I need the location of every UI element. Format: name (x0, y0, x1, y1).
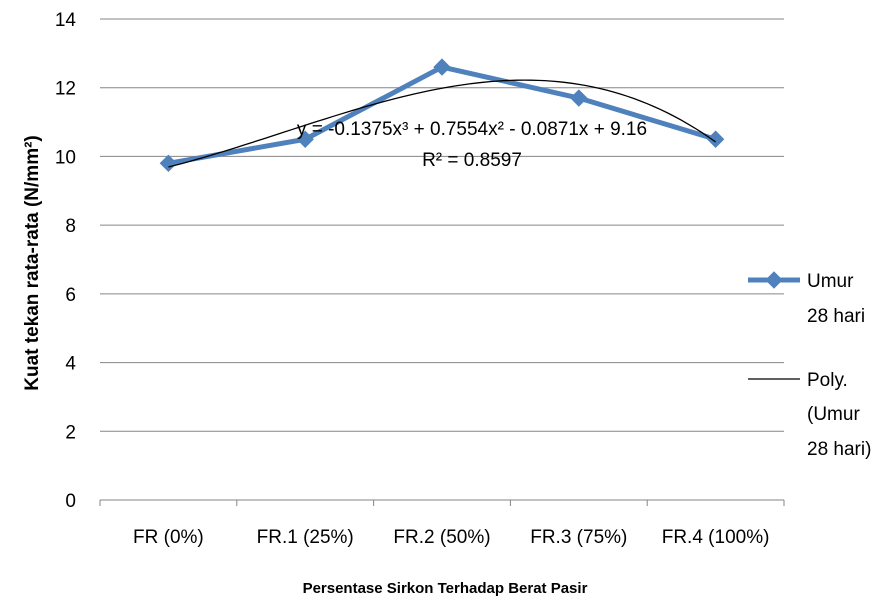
y-tick-label: 14 (55, 10, 77, 31)
x-axis-ticks: FR (0%) FR.1 (25%) FR.2 (50%) FR.3 (75%) FR.… (99, 500, 785, 548)
data-point (159, 154, 178, 173)
x-tick-label: FR.3 (75%) (530, 527, 627, 548)
trendline-curve (168, 79, 716, 168)
x-tick-label: FR (0%) (133, 527, 204, 548)
y-tick-label: 4 (65, 354, 76, 375)
x-tick-label: FR.4 (100%) (662, 527, 770, 548)
series-layer (159, 58, 725, 173)
legend-label-series: Umur (807, 271, 854, 292)
y-axis-label: Kuat tekan rata-rata (N/mm²) (22, 135, 43, 391)
y-tick-label: 2 (65, 422, 76, 443)
legend-label-trend: Poly. (807, 370, 848, 391)
x-axis-label: Persentase Sirkon Terhadap Berat Pasir (303, 580, 588, 597)
legend-series-marker (765, 271, 783, 289)
trendline-equation: y = -0.1375x³ + 0.7554x² - 0.0871x + 9.1… (297, 119, 647, 140)
y-tick-label: 10 (55, 147, 76, 168)
y-tick-label: 0 (65, 491, 76, 512)
data-point (433, 58, 451, 76)
y-tick-label: 8 (65, 216, 76, 237)
y-tick-label: 6 (65, 285, 76, 306)
legend-label-series: 28 hari (807, 306, 865, 327)
x-tick-label: FR.2 (50%) (393, 527, 490, 548)
y-tick-label: 12 (55, 79, 76, 100)
trendline-layer (168, 79, 716, 168)
data-point (706, 130, 725, 148)
x-tick-label: FR.1 (25%) (257, 527, 354, 548)
legend-label-trend: 28 hari) (807, 439, 871, 460)
y-axis-ticks: 0 2 4 6 8 10 12 14 (55, 10, 77, 512)
data-point (296, 130, 314, 148)
legend-label-trend: (Umur (807, 404, 860, 425)
trendline-r-squared: R² = 0.8597 (422, 150, 522, 171)
gridlines (100, 18, 784, 432)
series-line (167, 64, 717, 166)
legend: Umur 28 hari Poly. (Umur 28 hari) (748, 271, 871, 460)
data-point (570, 89, 588, 107)
